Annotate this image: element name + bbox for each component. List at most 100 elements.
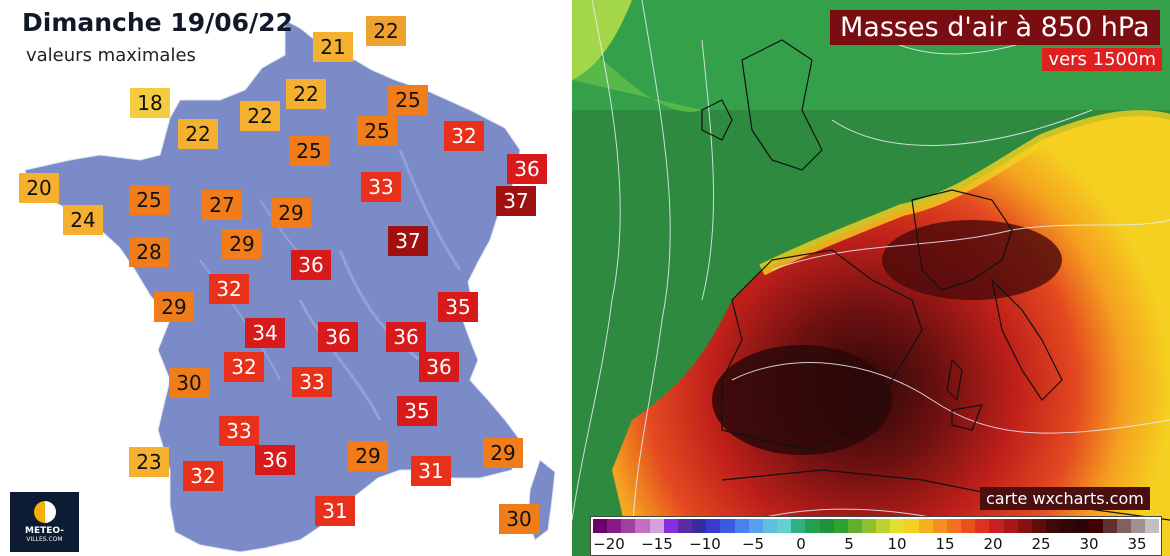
temperature-label: 30 xyxy=(499,504,539,534)
color-scale-swatch xyxy=(1130,519,1146,533)
temperature-label: 29 xyxy=(154,292,194,322)
map-subtitle: valeurs maximales xyxy=(26,45,196,66)
temperature-label: 37 xyxy=(388,226,428,256)
color-scale-swatch xyxy=(748,519,763,533)
color-scale-labels: −20 −15 −10 −5 0 5 10 15 20 25 30 35 xyxy=(591,535,1163,555)
temperature-label: 32 xyxy=(183,461,223,491)
temperature-label: 25 xyxy=(289,136,329,166)
color-scale-swatch xyxy=(677,519,693,533)
color-scale-swatch xyxy=(918,519,933,533)
color-scale-swatch xyxy=(649,519,664,533)
color-scale-swatch xyxy=(946,519,962,533)
logo-name2: VILLES.COM xyxy=(26,536,63,543)
color-scale-tick-label: −10 xyxy=(689,535,721,553)
color-scale-swatch xyxy=(1145,519,1160,533)
color-scale-swatch xyxy=(1017,519,1032,533)
temperature-label: 23 xyxy=(129,447,169,477)
temperature-label: 36 xyxy=(255,445,295,475)
color-scale-tick-label: 0 xyxy=(796,535,806,553)
temperature-label: 21 xyxy=(313,32,353,62)
temperature-label: 18 xyxy=(130,88,170,118)
color-scale-swatch xyxy=(720,519,735,533)
color-scale-swatch xyxy=(1102,519,1117,533)
color-scale-swatch xyxy=(1074,519,1089,533)
temperature-label: 24 xyxy=(63,205,103,235)
map-subtitle-altitude: vers 1500m xyxy=(1042,48,1162,71)
temperature-label: 37 xyxy=(496,186,536,216)
map-date-title: Dimanche 19/06/22 xyxy=(22,8,293,37)
temperature-label: 36 xyxy=(507,154,547,184)
temperature-label: 33 xyxy=(292,367,332,397)
temperature-label: 34 xyxy=(245,318,285,348)
color-scale-tick-label: −5 xyxy=(741,535,765,553)
color-scale-swatch xyxy=(762,519,778,533)
temperature-label: 22 xyxy=(240,101,280,131)
color-scale-swatch xyxy=(1046,519,1061,533)
color-scale-tick-label: 35 xyxy=(1127,535,1147,553)
temperature-label: 20 xyxy=(19,173,59,203)
color-scale-bar xyxy=(593,519,1160,533)
color-scale-tick-label: −20 xyxy=(593,535,625,553)
color-scale-swatch xyxy=(777,519,792,533)
temperature-label: 32 xyxy=(209,274,249,304)
color-scale-swatch xyxy=(989,519,1004,533)
temperature-label: 35 xyxy=(397,396,437,426)
temperature-label: 29 xyxy=(483,438,523,468)
temperature-label: 22 xyxy=(178,119,218,149)
color-scale-tick-label: 10 xyxy=(887,535,907,553)
color-scale-tick-label: 20 xyxy=(983,535,1003,553)
color-scale-swatch xyxy=(847,519,862,533)
color-scale-tick-label: 25 xyxy=(1031,535,1051,553)
temperature-label: 29 xyxy=(348,441,388,471)
color-scale-tick-label: 5 xyxy=(844,535,854,553)
temperature-label: 27 xyxy=(202,190,242,220)
color-scale-swatch xyxy=(635,519,650,533)
logo-name: METEO- xyxy=(25,526,64,536)
meteo-villes-logo: METEO- VILLES.COM xyxy=(10,492,79,552)
color-scale-swatch xyxy=(734,519,749,533)
color-scale-swatch xyxy=(1088,519,1103,533)
map-title: Masses d'air à 850 hPa xyxy=(830,10,1160,45)
color-scale-swatch xyxy=(961,519,976,533)
color-scale-swatch xyxy=(1116,519,1131,533)
temperature-label: 36 xyxy=(291,250,331,280)
temperature-label: 31 xyxy=(315,496,355,526)
temperature-label: 33 xyxy=(219,416,259,446)
color-scale-swatch xyxy=(1031,519,1046,533)
color-scale-swatch xyxy=(890,519,905,533)
color-scale-swatch xyxy=(904,519,919,533)
temperature-label: 28 xyxy=(129,237,169,267)
temperature-label: 36 xyxy=(419,352,459,382)
temperature-label: 25 xyxy=(129,185,169,215)
temperature-label: 22 xyxy=(286,79,326,109)
color-scale-swatch xyxy=(1060,519,1075,533)
temperature-label: 32 xyxy=(444,121,484,151)
color-scale-swatch xyxy=(607,519,622,533)
color-scale-swatch xyxy=(861,519,877,533)
temperature-label: 32 xyxy=(224,352,264,382)
color-scale-swatch xyxy=(932,519,947,533)
color-scale-swatch xyxy=(692,519,707,533)
temperature-label: 36 xyxy=(318,322,358,352)
color-scale: −20 −15 −10 −5 0 5 10 15 20 25 30 35 xyxy=(590,516,1162,556)
temperature-label: 29 xyxy=(222,229,262,259)
color-scale-swatch xyxy=(1003,519,1018,533)
color-scale-swatch xyxy=(663,519,678,533)
temperature-label: 33 xyxy=(361,172,401,202)
sun-moon-icon xyxy=(33,501,56,523)
temperature-label: 35 xyxy=(438,292,478,322)
color-scale-swatch xyxy=(819,519,834,533)
color-scale-swatch xyxy=(706,519,721,533)
color-scale-tick-label: 15 xyxy=(935,535,955,553)
map-credit: carte wxcharts.com xyxy=(980,487,1150,510)
color-scale-swatch xyxy=(805,519,820,533)
temperature-label: 31 xyxy=(411,456,451,486)
color-scale-swatch xyxy=(621,519,636,533)
temperature-label: 36 xyxy=(386,322,426,352)
color-scale-tick-label: 30 xyxy=(1079,535,1099,553)
temperature-label: 25 xyxy=(388,85,428,115)
temperature-label: 29 xyxy=(271,198,311,228)
airmass-field xyxy=(572,0,1170,556)
color-scale-tick-label: −15 xyxy=(641,535,673,553)
temperature-label: 30 xyxy=(169,368,209,398)
